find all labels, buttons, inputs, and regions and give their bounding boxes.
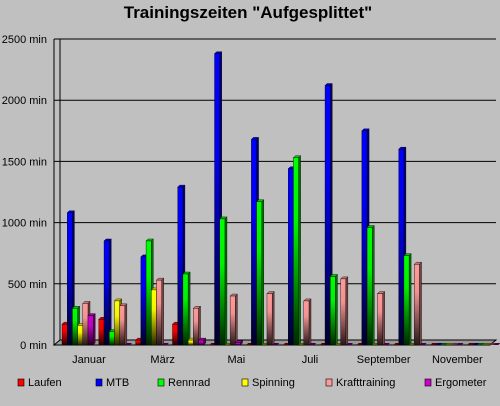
bar [366, 225, 375, 346]
chart-title: Trainingszeiten "Aufgesplittet" [124, 3, 372, 22]
y-tick-label: 1500 min [2, 156, 47, 168]
legend-label: MTB [106, 377, 129, 389]
bar [256, 199, 265, 346]
legend-label: Ergometer [435, 377, 487, 389]
bar [198, 337, 207, 346]
bars [61, 51, 500, 346]
legend-item: Spinning [241, 377, 295, 389]
bar [234, 340, 244, 346]
y-tick-label: 2500 min [2, 34, 47, 46]
bar [403, 253, 412, 346]
bar [266, 291, 275, 346]
bar [155, 277, 165, 346]
bar [435, 343, 443, 345]
bar [482, 343, 490, 345]
bar [272, 343, 280, 345]
legend-item: Laufen [17, 377, 62, 389]
legend-item: Rennrad [157, 377, 210, 389]
legend-swatch [17, 378, 25, 387]
x-axis-ticks: Januar März Mai Juli September November [72, 354, 483, 366]
bar [161, 343, 169, 345]
bar [124, 343, 133, 345]
bar [413, 261, 422, 346]
legend-label: Krafttraining [336, 377, 395, 389]
bar [303, 298, 312, 346]
bar [445, 343, 454, 345]
bar [345, 343, 354, 345]
bar [292, 155, 302, 346]
bar [182, 271, 191, 346]
bar [229, 293, 238, 346]
bar [419, 343, 427, 345]
bar [119, 303, 128, 346]
legend-label: Laufen [28, 377, 62, 389]
x-tick-label: September [357, 354, 411, 366]
y-tick-label: 1000 min [2, 218, 47, 230]
legend-swatch [95, 378, 103, 387]
y-tick-label: 0 min [20, 340, 47, 352]
bar [472, 343, 480, 345]
bar [192, 305, 201, 346]
legend-label: Rennrad [168, 377, 210, 389]
legend-swatch [157, 378, 165, 387]
bar [329, 273, 338, 346]
legend-swatch [424, 378, 432, 387]
bar [430, 343, 438, 345]
bar [451, 343, 459, 345]
bar [477, 343, 485, 345]
bar [87, 313, 96, 346]
bar [456, 343, 464, 345]
bar [467, 343, 475, 345]
y-axis-ticks: 0 min 500 min 1000 min 1500 min 2000 min 2500… [2, 34, 55, 352]
x-tick-label: November [432, 354, 483, 366]
bar [219, 216, 228, 346]
legend-item: Ergometer [424, 377, 487, 389]
legend-item: Krafttraining [325, 377, 395, 389]
bar [376, 291, 386, 346]
y-tick-label: 500 min [8, 279, 47, 291]
bar [382, 343, 390, 345]
legend-swatch [325, 378, 333, 387]
legend-item: MTB [95, 377, 129, 389]
legend: Laufen MTB Rennrad Spinning Krafttraining Erg… [17, 377, 487, 389]
x-tick-label: Juli [302, 354, 319, 366]
legend-swatch [241, 378, 249, 387]
bar [440, 343, 448, 345]
legend-label: Spinning [252, 377, 295, 389]
bar [309, 343, 317, 345]
gridlines [54, 38, 496, 285]
bar [493, 343, 500, 345]
x-tick-label: Mai [227, 354, 245, 366]
bar [487, 343, 496, 345]
y-tick-label: 2000 min [2, 95, 47, 107]
x-tick-label: März [150, 354, 174, 366]
bar [103, 238, 112, 346]
bar [340, 276, 349, 346]
x-tick-label: Januar [72, 354, 106, 366]
